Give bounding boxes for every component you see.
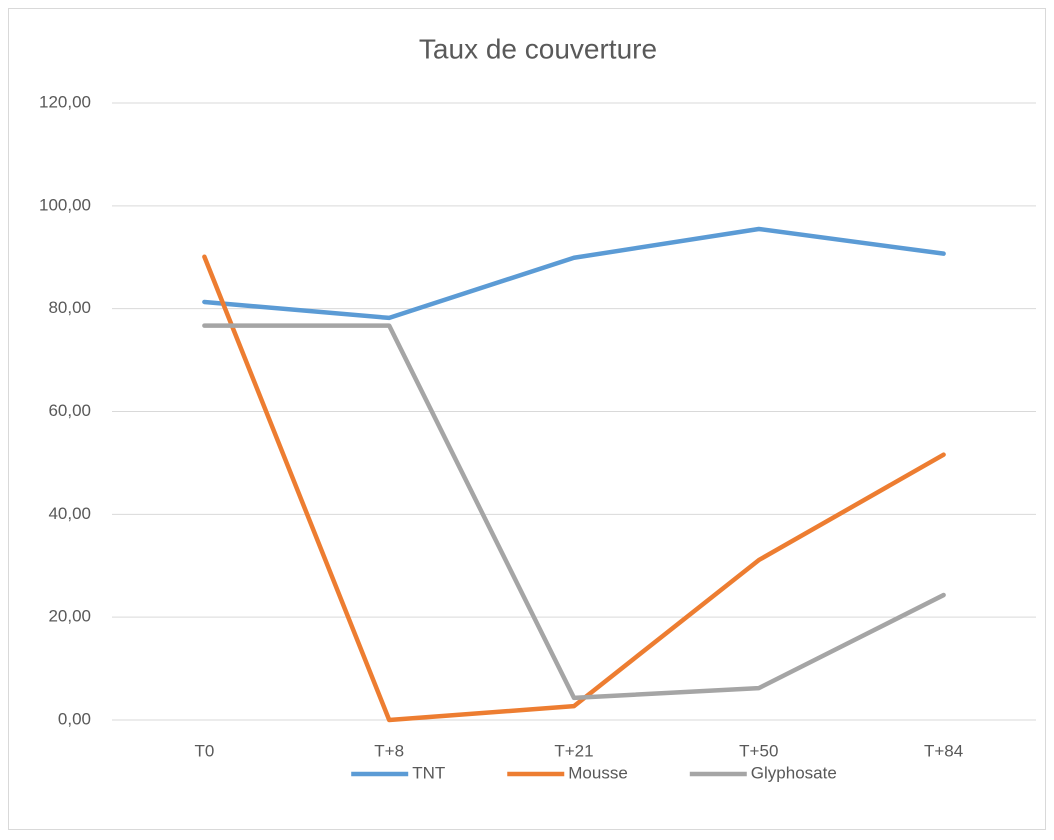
x-tick-label: T+8 xyxy=(374,741,404,760)
y-tick-label: 80,00 xyxy=(48,298,91,317)
legend-label: Mousse xyxy=(568,763,628,782)
chart-border xyxy=(8,8,1046,830)
x-tick-label: T0 xyxy=(194,741,214,760)
chart-title: Taux de couverture xyxy=(419,33,657,64)
y-tick-label: 60,00 xyxy=(48,401,91,420)
x-tick-label: T+84 xyxy=(924,741,963,760)
y-tick-label: 40,00 xyxy=(48,504,91,523)
x-tick-label: T+21 xyxy=(554,741,593,760)
x-tick-label: T+50 xyxy=(739,741,778,760)
line-series xyxy=(202,254,946,723)
legend-label: TNT xyxy=(412,763,445,782)
y-tick-label: 0,00 xyxy=(58,709,91,728)
y-tick-label: 120,00 xyxy=(39,92,91,111)
line-series xyxy=(202,323,946,701)
line-series xyxy=(202,226,946,321)
legend-label: Glyphosate xyxy=(751,763,837,782)
y-tick-label: 100,00 xyxy=(39,195,91,214)
y-tick-label: 20,00 xyxy=(48,607,91,626)
